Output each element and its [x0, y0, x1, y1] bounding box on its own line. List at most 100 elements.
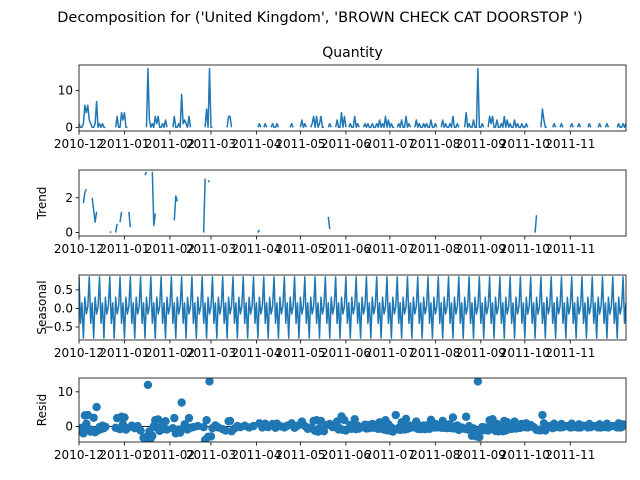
trend-xtick-label: 2011-10 [500, 242, 550, 256]
seasonal-xtick-label: 2011-08 [410, 346, 460, 360]
resid-point [319, 427, 329, 436]
resid-ytick-label: 0 [65, 419, 73, 433]
resid-point [92, 402, 101, 412]
resid-point [184, 413, 194, 423]
resid-point [350, 414, 359, 424]
trend-ytick-label: 0 [65, 226, 73, 240]
resid-point [206, 432, 216, 441]
observed-xtick-label: 2011-10 [500, 137, 550, 151]
resid-xtick-label: 2011-09 [456, 448, 506, 462]
seasonal-plot-area [79, 276, 626, 339]
observed-xtick-label: 2011-09 [456, 137, 506, 151]
seasonal-ytick-label: −0.5 [44, 320, 73, 334]
seasonal-xtick-label: 2010-12 [54, 346, 104, 360]
resid-plot-area [79, 378, 626, 442]
trend-ytick-label: 2 [65, 191, 73, 205]
resid-point [448, 413, 458, 422]
observed-xtick-label: 2011-01 [99, 137, 149, 151]
resid-xtick-label: 2011-01 [99, 448, 149, 462]
resid-point [89, 413, 98, 422]
panel-observed: 0102010-122011-012011-022011-032011-0420… [54, 45, 627, 151]
trend-xtick-label: 2011-05 [275, 242, 325, 256]
trend-xtick-label: 2011-07 [365, 242, 415, 256]
resid-point [153, 415, 163, 424]
observed-ytick-label: 0 [65, 120, 73, 134]
resid-point [79, 429, 88, 438]
observed-xtick-label: 2011-05 [275, 137, 325, 151]
seasonal-series-line [79, 276, 626, 339]
resid-point [177, 398, 186, 407]
resid-point [225, 416, 235, 426]
resid-point [340, 416, 349, 425]
resid-xtick-label: 2011-04 [231, 448, 281, 462]
trend-xtick-label: 2011-04 [231, 242, 281, 256]
trend-xtick-label: 2011-11 [545, 242, 595, 256]
trend-xtick-label: 2010-12 [54, 242, 104, 256]
resid-xtick-label: 2011-05 [275, 448, 325, 462]
observed-xtick-label: 2011-06 [321, 137, 371, 151]
resid-ylabel: Resid [35, 394, 49, 426]
resid-point [538, 410, 547, 420]
trend-xtick-label: 2011-03 [186, 242, 236, 256]
resid-xtick-label: 2011-07 [365, 448, 415, 462]
resid-point [205, 378, 214, 386]
resid-point [202, 416, 211, 425]
decomposition-panels: 0102010-122011-012011-022011-032011-0420… [35, 45, 627, 462]
resid-point [101, 422, 110, 431]
seasonal-xtick-label: 2011-02 [145, 346, 195, 360]
observed-xtick-label: 2011-08 [410, 137, 460, 151]
panel-resid: 0102010-122011-012011-022011-032011-0420… [35, 377, 627, 462]
seasonal-xtick-label: 2011-11 [545, 346, 595, 360]
seasonal-ytick-label: 0.5 [54, 283, 73, 297]
resid-xtick-label: 2010-12 [54, 448, 104, 462]
resid-point [316, 416, 326, 426]
resid-point [120, 413, 129, 422]
resid-xtick-label: 2011-02 [145, 448, 195, 462]
resid-xtick-label: 2011-10 [500, 448, 550, 462]
resid-point [461, 412, 471, 421]
trend-xtick-label: 2011-08 [410, 242, 460, 256]
resid-xtick-label: 2011-03 [186, 448, 236, 462]
observed-plot-area [79, 67, 626, 129]
resid-point [475, 432, 484, 442]
seasonal-xtick-label: 2011-01 [99, 346, 149, 360]
seasonal-axes-frame [78, 274, 627, 341]
resid-point [473, 378, 483, 386]
panel-trend: 022010-122011-012011-022011-032011-04201… [35, 169, 627, 256]
resid-axes-frame [78, 377, 627, 443]
seasonal-ytick-label: 0.0 [54, 301, 73, 315]
observed-xtick-label: 2011-02 [145, 137, 195, 151]
resid-xtick-label: 2011-08 [410, 448, 460, 462]
seasonal-xtick-label: 2011-10 [500, 346, 550, 360]
observed-xtick-label: 2011-04 [231, 137, 281, 151]
seasonal-xtick-label: 2011-07 [365, 346, 415, 360]
observed-xtick-label: 2011-03 [186, 137, 236, 151]
resid-point [161, 417, 170, 426]
trend-axes-frame [78, 169, 627, 237]
seasonal-ylabel: Seasonal [35, 280, 49, 334]
seasonal-xtick-label: 2011-03 [186, 346, 236, 360]
resid-point [391, 410, 400, 420]
resid-point [618, 420, 626, 429]
trend-xtick-label: 2011-09 [456, 242, 506, 256]
seasonal-xtick-label: 2011-09 [456, 346, 506, 360]
observed-xtick-label: 2011-07 [365, 137, 415, 151]
observed-axes-frame [78, 64, 627, 132]
resid-xtick-label: 2011-06 [321, 448, 371, 462]
seasonal-xtick-label: 2011-06 [321, 346, 371, 360]
resid-point [170, 413, 179, 423]
resid-point [469, 424, 478, 433]
resid-xtick-label: 2011-11 [545, 448, 595, 462]
figure-title: Decomposition for ('United Kingdom', 'BR… [57, 10, 582, 26]
trend-ylabel: Trend [35, 187, 49, 221]
resid-ytick-label: 10 [58, 385, 73, 399]
resid-point [148, 431, 157, 440]
observed-xtick-label: 2010-12 [54, 137, 104, 151]
resid-point [401, 414, 411, 424]
resid-point [199, 422, 208, 432]
trend-xtick-label: 2011-01 [99, 242, 149, 256]
observed-series-line [79, 67, 626, 129]
